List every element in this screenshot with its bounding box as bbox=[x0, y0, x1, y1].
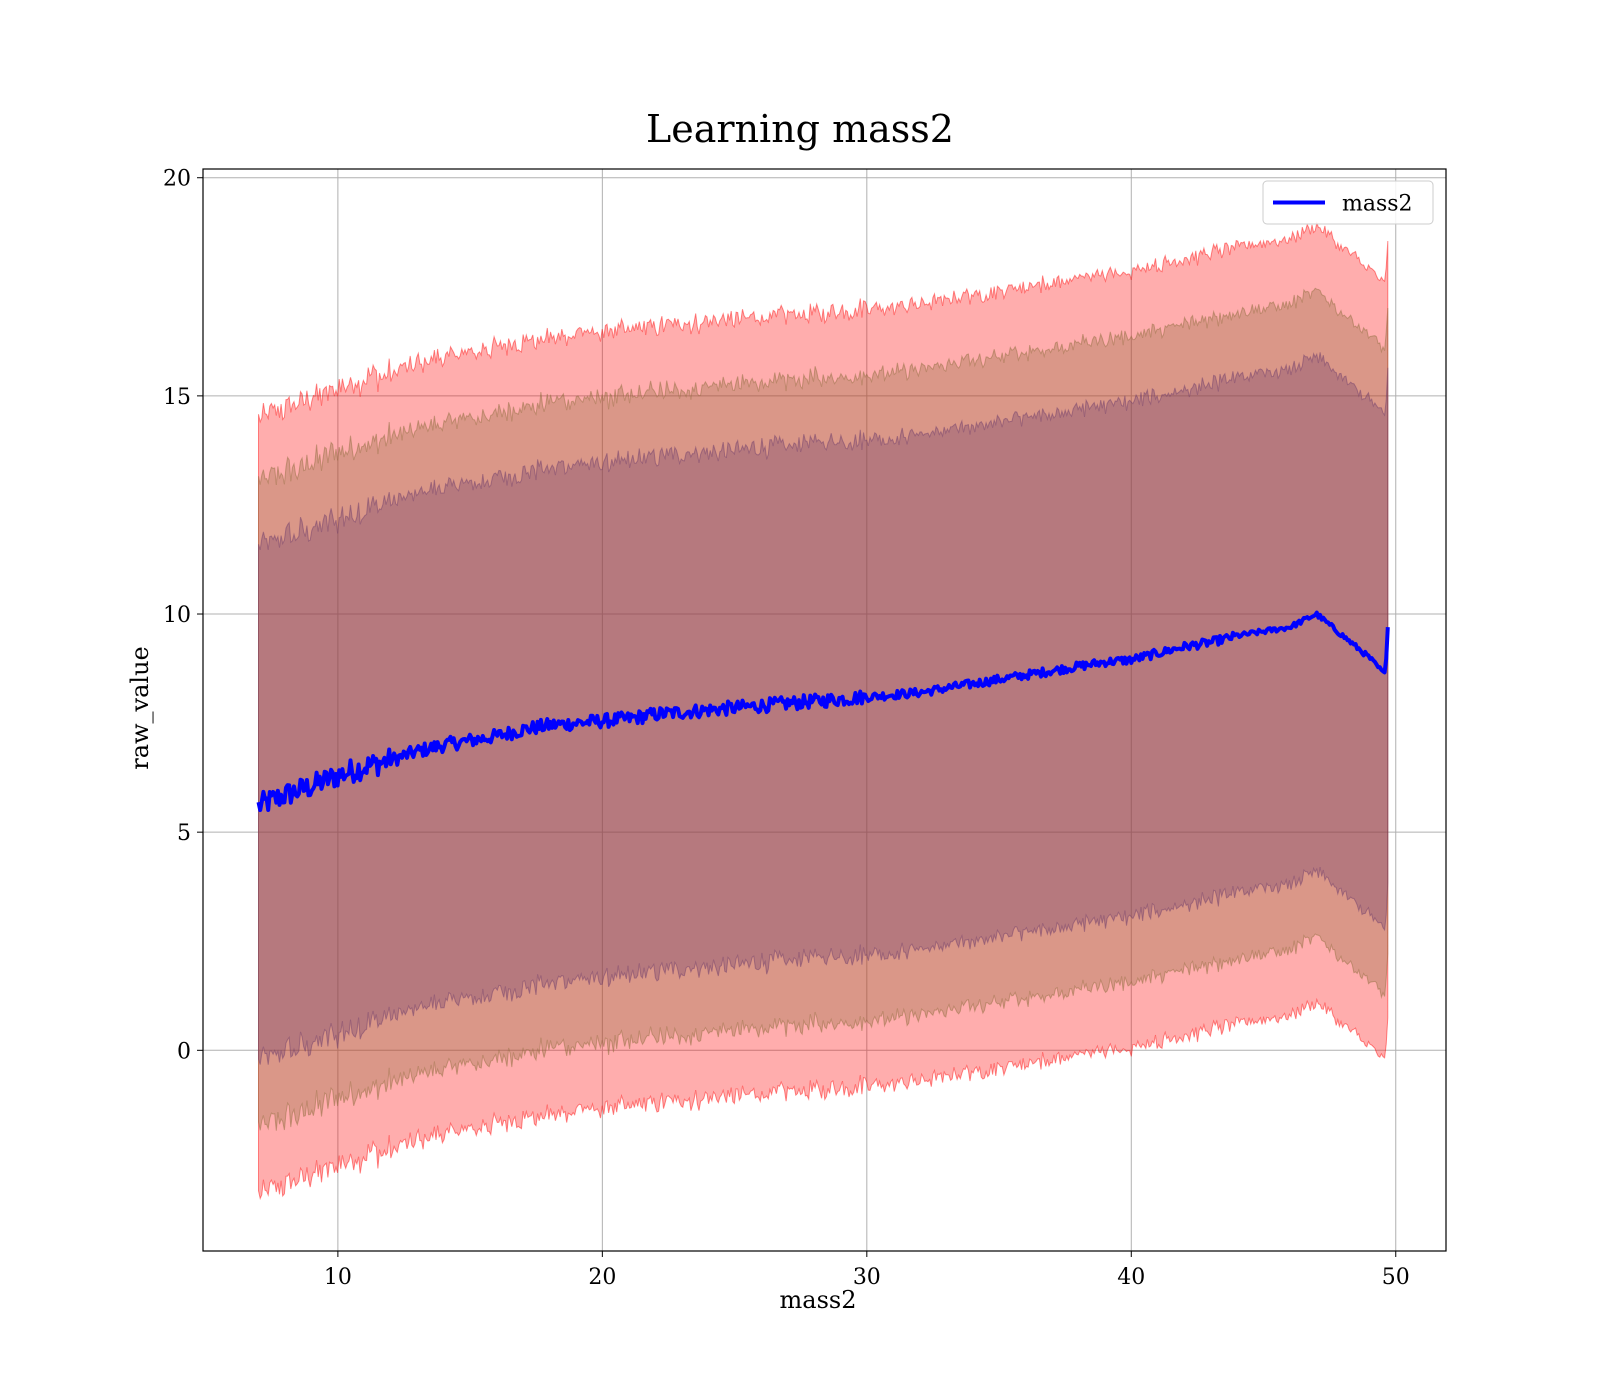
plot-frame bbox=[202, 168, 1447, 1252]
x-axis-label: mass2 bbox=[780, 1286, 857, 1314]
grid bbox=[203, 169, 1446, 1251]
legend-box bbox=[1262, 180, 1434, 225]
y-tick-label: 5 bbox=[177, 821, 191, 846]
x-tick-label: 30 bbox=[853, 1265, 881, 1290]
confidence-bands bbox=[258, 221, 1389, 1201]
x-tick-label: 20 bbox=[588, 1265, 616, 1290]
legend: mass2 bbox=[1262, 180, 1434, 225]
x-tick-label: 40 bbox=[1117, 1265, 1145, 1290]
band-middle bbox=[258, 287, 1389, 1131]
y-tick-label: 15 bbox=[163, 385, 191, 410]
band-outer bbox=[258, 221, 1389, 1201]
y-tick-label: 0 bbox=[177, 1039, 191, 1064]
y-tick-label: 10 bbox=[163, 603, 191, 628]
x-tick-label: 10 bbox=[324, 1265, 352, 1290]
x-tick-label: 50 bbox=[1382, 1265, 1410, 1290]
y-tick-label: 20 bbox=[163, 167, 191, 192]
y-axis-ticks: 0 5 10 15 20 bbox=[163, 167, 203, 1064]
band-inner bbox=[258, 352, 1389, 1065]
x-axis-ticks: 10 20 30 40 50 bbox=[324, 1251, 1410, 1290]
series-lines bbox=[256, 610, 1390, 813]
legend-label: mass2 bbox=[1342, 192, 1413, 217]
chart-title: Learning mass2 bbox=[646, 107, 954, 151]
y-axis-label: raw_value bbox=[126, 646, 154, 770]
series-line-mass2 bbox=[256, 610, 1390, 813]
